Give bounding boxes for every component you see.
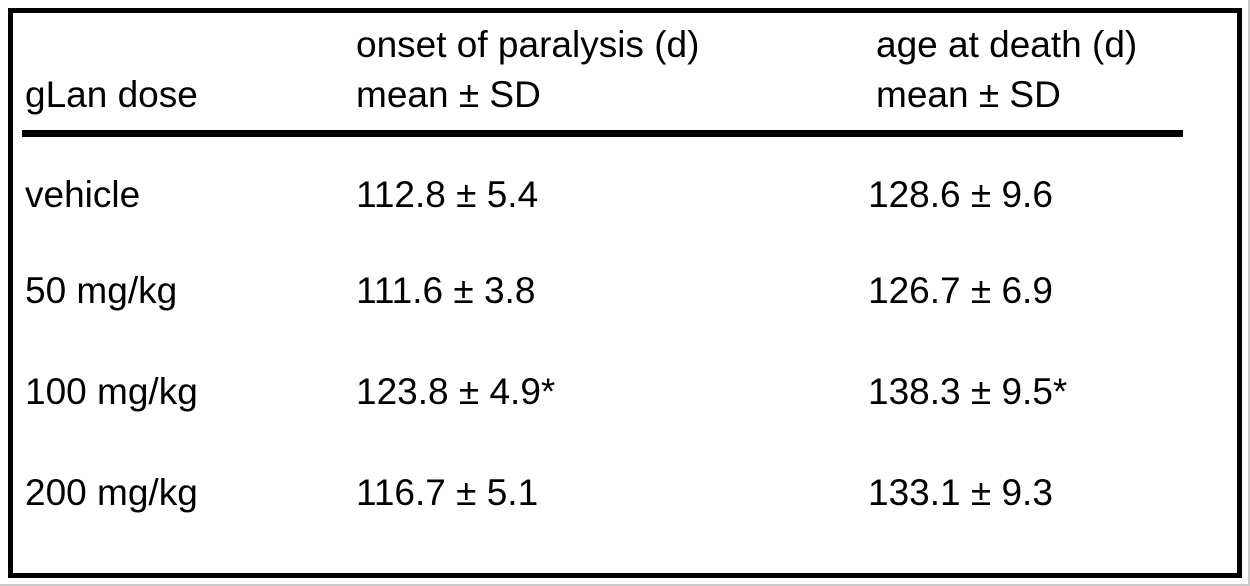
column-header-death-line2: mean ± SD bbox=[876, 74, 1061, 115]
cell-onset: 116.7 ± 5.1 bbox=[356, 472, 539, 513]
column-header-dose: gLan dose bbox=[25, 74, 198, 115]
cell-onset: 111.6 ± 3.8 bbox=[356, 270, 536, 311]
row-dose-label: 50 mg/kg bbox=[25, 270, 178, 311]
column-header-onset-line1: onset of paralysis (d) bbox=[356, 24, 700, 65]
image-edge-right bbox=[1248, 0, 1250, 586]
cell-age-death: 128.6 ± 9.6 bbox=[868, 174, 1053, 215]
row-dose-label: vehicle bbox=[25, 174, 141, 215]
row-dose-label: 100 mg/kg bbox=[25, 371, 198, 412]
cell-onset: 123.8 ± 4.9* bbox=[356, 371, 556, 412]
image-edge-bottom bbox=[0, 584, 1250, 586]
cell-age-death: 126.7 ± 6.9 bbox=[868, 270, 1053, 311]
column-header-onset-line2: mean ± SD bbox=[356, 74, 541, 115]
cell-onset: 112.8 ± 5.4 bbox=[356, 174, 539, 215]
table-outer-border bbox=[8, 8, 1242, 578]
column-header-death-line1: age at death (d) bbox=[876, 24, 1138, 65]
cell-age-death: 133.1 ± 9.3 bbox=[868, 472, 1053, 513]
row-dose-label: 200 mg/kg bbox=[25, 472, 198, 513]
cell-age-death: 138.3 ± 9.5* bbox=[868, 371, 1068, 412]
header-rule bbox=[22, 130, 1183, 137]
